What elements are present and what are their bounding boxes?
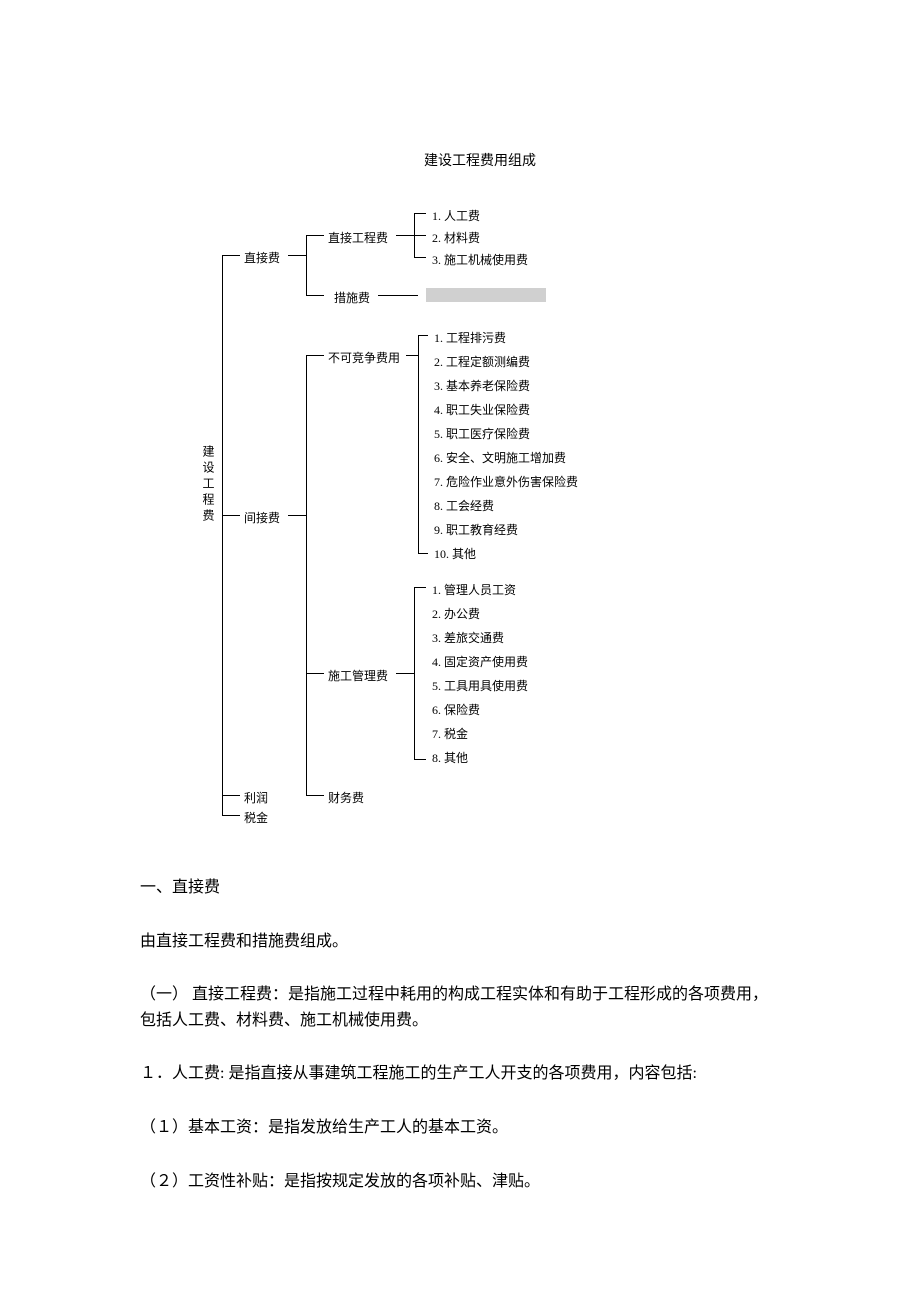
l2-direct-eng: 直接工程费 [328,229,388,246]
leaf-b1-8: 8. 工会经费 [434,497,494,514]
paragraph: （２）工资性补贴：是指按规定发放的各项补贴、津贴。 [140,1169,780,1195]
bracket [414,759,426,760]
bracket [414,587,426,588]
bracket [418,335,428,336]
diagram-title: 建设工程费用组成 [180,150,780,170]
leaf-b1-4: 4. 职工失业保险费 [434,401,530,418]
paragraph: １．人工费: 是指直接从事建筑工程施工的生产工人开支的各项费用，内容包括: [140,1061,780,1087]
leaf-a1-3: 3. 施工机械使用费 [432,251,528,268]
bracket [306,235,307,295]
bracket [306,673,324,674]
bracket [396,235,414,236]
bracket [418,335,419,553]
l2-finance: 财务费 [328,789,364,806]
leaf-b2-6: 6. 保险费 [432,701,480,718]
leaf-a1-1: 1. 人工费 [432,207,480,224]
bracket [396,673,414,674]
bracket [306,295,324,296]
bracket [288,255,306,256]
body-text: 一、直接费 由直接工程费和措施费组成。 （一） 直接工程费：是指施工过程中耗用的… [140,875,780,1194]
bracket [406,355,418,356]
paragraph: 由直接工程费和措施费组成。 [140,929,780,955]
leaf-b1-7: 7. 危险作业意外伤害保险费 [434,473,578,490]
l2-cm: 施工管理费 [328,667,388,684]
l1-direct: 直接费 [244,249,280,266]
leaf-b2-2: 2. 办公费 [432,605,480,622]
leaf-b1-9: 9. 职工教育经费 [434,521,518,538]
bracket [414,213,426,214]
leaf-b1-2: 2. 工程定额测编费 [434,353,530,370]
bracket [306,795,324,796]
document-page: 建设工程费用组成 建设工程费 直接费 间接费 利润 税金 直接工程费 措施费 1… [0,0,920,1282]
tree-diagram: 建设工程费 直接费 间接费 利润 税金 直接工程费 措施费 1. 人工费 2. … [210,195,710,835]
paragraph: （一） 直接工程费：是指施工过程中耗用的构成工程实体和有助于工程形成的各项费用，… [140,982,780,1033]
bracket [222,515,240,516]
bracket [222,815,240,816]
leaf-b2-3: 3. 差旅交通费 [432,629,504,646]
leaf-b2-4: 4. 固定资产使用费 [432,653,528,670]
root-label: 建设工程费 [200,445,217,525]
section-heading: 一、直接费 [140,875,780,901]
paragraph: （１）基本工资：是指发放给生产工人的基本工资。 [140,1115,780,1141]
leaf-b1-1: 1. 工程排污费 [434,329,506,346]
leaf-b1-3: 3. 基本养老保险费 [434,377,530,394]
bracket [222,795,240,796]
leaf-b1-6: 6. 安全、文明施工增加费 [434,449,566,466]
bracket [306,355,324,356]
leaf-b2-7: 7. 税金 [432,725,468,742]
bracket [378,295,418,296]
bracket [414,235,426,236]
leaf-b2-5: 5. 工具用具使用费 [432,677,528,694]
bracket [414,587,415,759]
bracket [418,553,428,554]
bracket [306,355,307,795]
l2-measure: 措施费 [334,289,370,306]
l1-indirect: 间接费 [244,509,280,526]
bracket [288,515,306,516]
shaded-placeholder [426,288,546,302]
l1-tax: 税金 [244,809,268,826]
leaf-b2-8: 8. 其他 [432,749,468,766]
leaf-a1-2: 2. 材料费 [432,229,480,246]
bracket [222,255,240,256]
bracket [414,257,426,258]
bracket [222,255,223,815]
l1-profit: 利润 [244,789,268,806]
leaf-b1-10: 10. 其他 [434,545,476,562]
l2-noncompete: 不可竞争费用 [328,349,400,366]
bracket [306,235,324,236]
leaf-b2-1: 1. 管理人员工资 [432,581,516,598]
leaf-b1-5: 5. 职工医疗保险费 [434,425,530,442]
